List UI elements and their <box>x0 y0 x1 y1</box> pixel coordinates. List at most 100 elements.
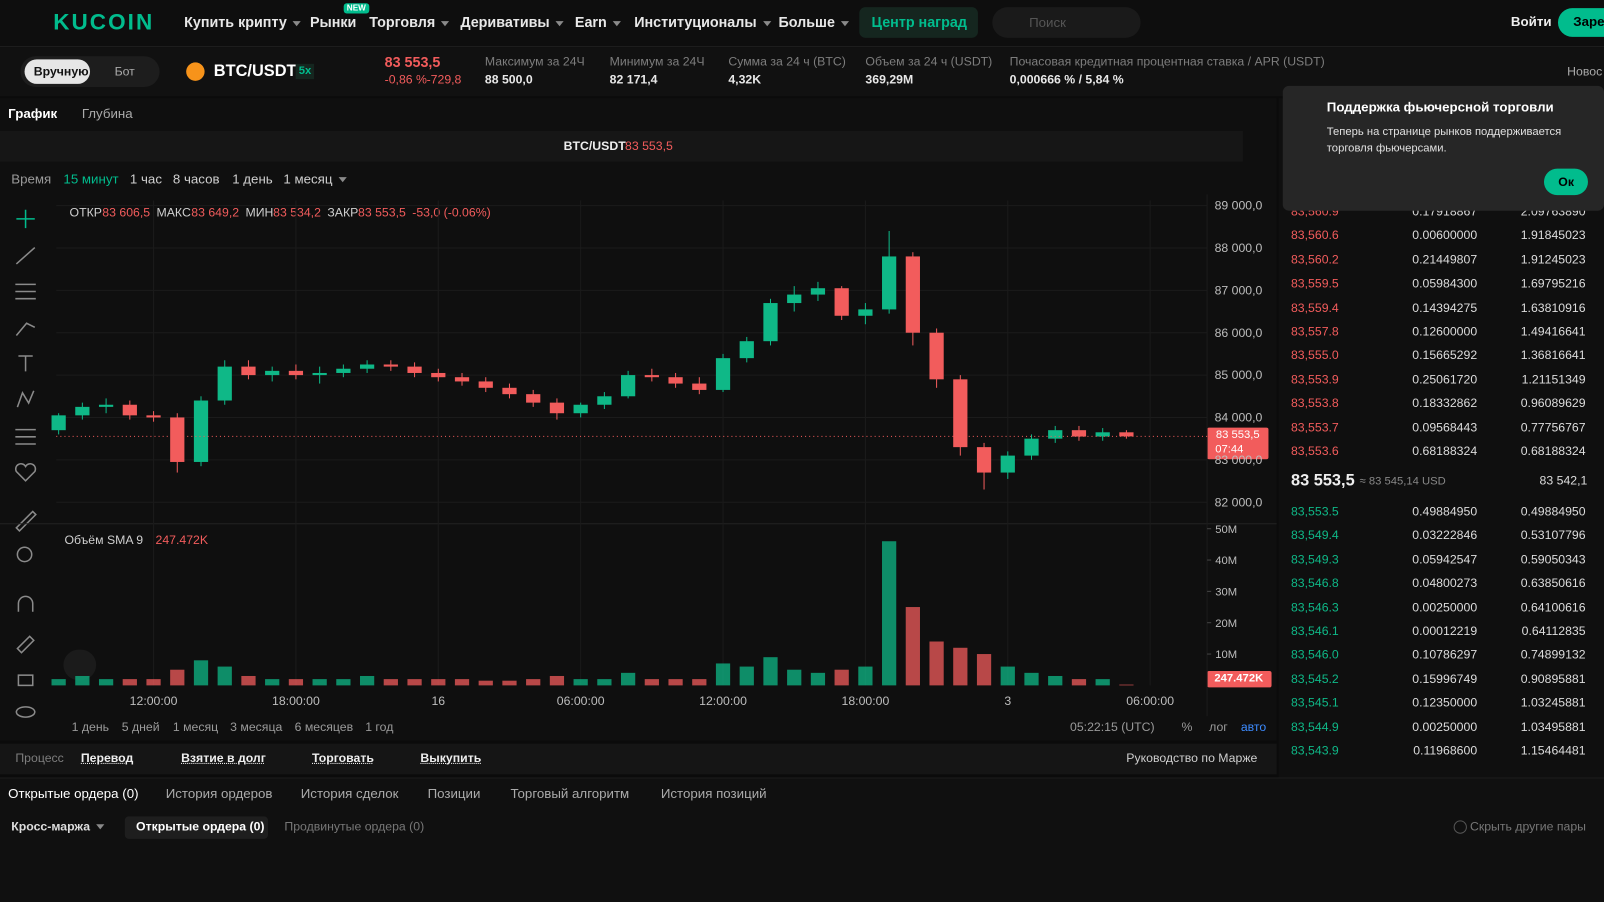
popup-button[interactable]: Ок <box>1543 168 1589 196</box>
ob-total: 0.63850616 <box>1520 575 1586 591</box>
ob-price: 83,560.2 <box>1290 252 1339 267</box>
order-filter[interactable]: Открытые ордера (0) <box>136 819 265 834</box>
margin-select[interactable]: Кросс-маржа <box>11 819 104 834</box>
volume-bar <box>620 672 636 686</box>
volume-bar <box>763 657 778 686</box>
range[interactable]: 3 месяца <box>230 719 283 735</box>
process-step[interactable]: Выкупить <box>420 750 482 765</box>
ob-price: 83,553.5 <box>1290 504 1339 519</box>
nav-item[interactable]: Торговля <box>369 14 449 31</box>
tool-line[interactable] <box>15 246 36 265</box>
ob-amount: 0.15996749 <box>1412 671 1478 686</box>
ob-amount: 0.12350000 <box>1412 695 1478 710</box>
news[interactable]: Новос <box>1567 64 1603 79</box>
order-tab[interactable]: Торговый алгоритм <box>510 785 630 802</box>
stat-value: 0,000666 % / 5,84 % <box>1009 72 1124 87</box>
process-step[interactable]: Перевод <box>80 750 134 765</box>
nav-item[interactable]: Рынки <box>309 13 357 31</box>
y-tick-label: 83 000,0 <box>1215 453 1263 467</box>
tool-pattern[interactable] <box>16 390 35 408</box>
tool-fib[interactable] <box>15 428 36 445</box>
ob-price: 83,560.6 <box>1290 228 1339 243</box>
popup: Поддержка фьючерсной торговли Теперь на с… <box>1282 85 1604 211</box>
volume-bar <box>905 607 920 686</box>
margin-guide[interactable]: Руководство по Марже <box>1126 750 1258 765</box>
candle-body <box>478 381 493 388</box>
nav-item[interactable]: Earn <box>575 14 621 31</box>
process-bar <box>0 743 1277 775</box>
order-tab[interactable]: История сделок <box>300 785 399 802</box>
ob-amount: 0.25061720 <box>1412 371 1478 387</box>
mode[interactable]: Бот <box>114 64 135 79</box>
tool-text[interactable] <box>18 355 33 372</box>
tool-magnet[interactable] <box>17 595 34 612</box>
candle-body <box>810 288 826 295</box>
tool-fav[interactable] <box>15 463 37 482</box>
order-tab[interactable]: История позиций <box>660 785 767 802</box>
tool-cross[interactable] <box>16 209 35 229</box>
ob-price: 83,546.8 <box>1290 575 1339 591</box>
tool-eye[interactable] <box>15 706 36 718</box>
tool-lock[interactable] <box>17 674 34 687</box>
range[interactable]: 5 дней <box>121 719 160 735</box>
volume-bar <box>644 679 659 686</box>
tool-brush[interactable] <box>15 322 36 337</box>
ob-price: 83,545.1 <box>1290 695 1339 710</box>
ob-total: 0.49884950 <box>1520 504 1586 519</box>
rewards-button[interactable] <box>859 7 978 38</box>
volume-bar <box>810 672 826 686</box>
range[interactable]: 1 месяц <box>172 719 219 735</box>
mid-price: 83 553,5 <box>1290 472 1355 490</box>
candle-body <box>336 368 351 373</box>
interval[interactable]: 1 месяц <box>283 171 346 187</box>
order-tab[interactable]: Открытые ордера (0) <box>8 785 139 802</box>
y-tick-label: 88 000,0 <box>1215 241 1263 255</box>
process-step[interactable]: Торговать <box>312 750 374 765</box>
rewards-label[interactable]: Центр наград <box>871 13 967 31</box>
ob-amount: 0.00600000 <box>1412 228 1478 243</box>
register-label[interactable]: Зарег <box>1573 13 1604 29</box>
nav-item[interactable]: Купить крипту <box>184 14 301 31</box>
volume-title: Объём SMA 9 <box>64 532 144 548</box>
hide-checkbox[interactable] <box>1453 820 1467 834</box>
ob-amount: 0.11968600 <box>1413 743 1478 758</box>
interval[interactable]: 1 час <box>129 171 162 187</box>
order-tab[interactable]: Позиции <box>427 785 481 802</box>
ob-price: 83,555.0 <box>1290 348 1339 363</box>
tool-lines[interactable] <box>15 283 36 300</box>
scale-option[interactable]: лог <box>1209 719 1228 735</box>
hide-pairs[interactable]: Скрыть другие пары <box>1469 819 1587 834</box>
tool-ruler[interactable] <box>15 510 37 533</box>
order-tab[interactable]: История ордеров <box>165 785 273 802</box>
interval[interactable]: 15 минут <box>63 171 119 187</box>
volume-bar <box>312 679 327 686</box>
register-button[interactable] <box>1557 8 1604 37</box>
scale-option[interactable]: авто <box>1240 719 1267 735</box>
ob-total: 1.36816641 <box>1520 348 1586 363</box>
interval[interactable]: 1 день <box>232 171 273 187</box>
nav-item[interactable]: Больше <box>778 14 849 31</box>
range[interactable]: 1 день <box>71 719 110 735</box>
search-placeholder[interactable]: Поиск <box>1029 14 1066 30</box>
ob-price: 83,546.1 <box>1290 623 1339 639</box>
process-step[interactable]: Взятие в долг <box>181 750 266 765</box>
chart-tab[interactable]: График <box>8 105 58 121</box>
mode[interactable]: Вручную <box>33 64 89 79</box>
scale-option[interactable]: % <box>1181 719 1193 735</box>
chart-tab[interactable]: Глубина <box>81 105 133 121</box>
clock: 05:22:15 (UTC) <box>1070 719 1155 735</box>
search-box[interactable] <box>992 7 1141 38</box>
range[interactable]: 6 месяцев <box>294 719 354 735</box>
tool-pencil[interactable] <box>16 635 35 654</box>
order-filter[interactable]: Продвинутые ордера (0) <box>284 819 425 834</box>
tool-zoom[interactable] <box>16 546 33 563</box>
interval[interactable]: 8 часов <box>172 171 220 187</box>
ob-amount: 0.00012219 <box>1412 623 1478 639</box>
nav-item[interactable]: Институционалы <box>634 14 771 31</box>
volume-bar <box>573 679 588 686</box>
nav-item[interactable]: Деривативы <box>460 14 564 31</box>
login[interactable]: Войти <box>1510 13 1552 29</box>
ob-total: 0.59050343 <box>1520 551 1586 567</box>
pair[interactable]: BTC/USDT <box>213 62 297 81</box>
range[interactable]: 1 год <box>365 719 394 735</box>
